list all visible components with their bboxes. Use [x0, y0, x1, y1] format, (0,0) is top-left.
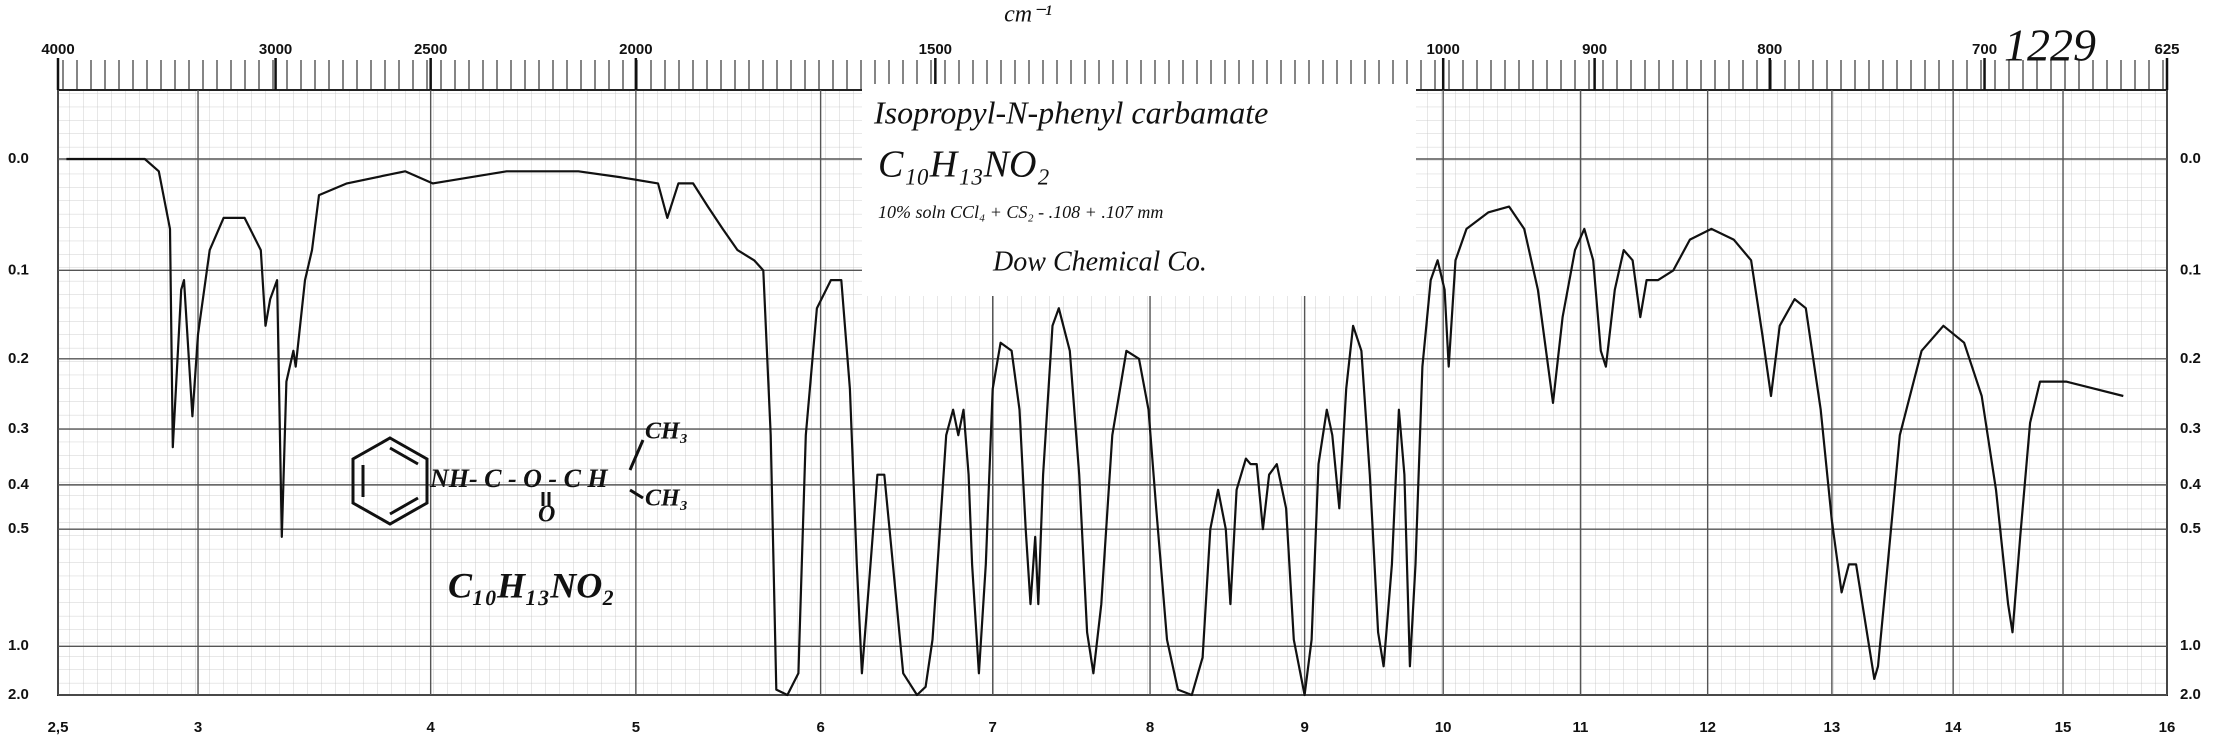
x-tick-label: 16 — [2159, 719, 2176, 736]
top-tick-label: 800 — [1757, 41, 1782, 58]
formula: C₁₀H₁₃NO₂ — [878, 144, 1050, 186]
y-tick-label-right: 0.3 — [2180, 420, 2201, 437]
top-tick-label: 625 — [2154, 41, 2179, 58]
trace — [66, 157, 2124, 697]
top-tick-label: 4000 — [41, 41, 74, 58]
structure-formula: C₁₀H₁₃NO₂ — [448, 565, 615, 605]
x-tick-label: 10 — [1435, 719, 1452, 736]
y-tick-label-right: 0.5 — [2180, 520, 2201, 537]
x-tick-label: 12 — [1699, 719, 1716, 736]
y-tick-label-right: 0.1 — [2180, 261, 2201, 278]
x-tick-label: 2,5 — [48, 719, 69, 736]
top-tick-label: 700 — [1972, 41, 1997, 58]
compound-name: Isopropyl-N-phenyl carbamate — [873, 94, 1268, 130]
x-tick-label: 3 — [194, 719, 202, 736]
x-tick-label: 11 — [1573, 719, 1589, 736]
carbonyl-bond — [541, 492, 551, 506]
x-tick-label: 7 — [989, 719, 997, 736]
grid — [56, 58, 2169, 696]
label-box — [862, 84, 1416, 296]
y-tick-label-right: 0.2 — [2180, 350, 2201, 367]
top-tick-label: 2000 — [619, 41, 652, 58]
sheet-number: 1229 — [2004, 20, 2096, 71]
x-tick-label: 4 — [426, 719, 435, 736]
x-tick-label: 6 — [816, 719, 824, 736]
y-tick-label: 0.0 — [8, 150, 29, 167]
methyl-bonds — [628, 439, 645, 500]
y-tick-label: 0.1 — [8, 261, 29, 278]
y-tick-label-right: 2.0 — [2180, 686, 2201, 703]
x-tick-label: 14 — [1945, 719, 1962, 736]
y-tick-label: 1.0 — [8, 637, 29, 654]
x-tick-label: 8 — [1146, 719, 1154, 736]
y-tick-label: 2.0 — [8, 686, 29, 703]
x-tick-label: 5 — [632, 719, 640, 736]
structure-methyl: CH₃ — [645, 419, 688, 445]
y-tick-label-right: 1.0 — [2180, 637, 2201, 654]
benzene-ring — [351, 436, 429, 526]
structure — [351, 436, 645, 526]
y-tick-label: 0.3 — [8, 420, 29, 437]
x-tick-label: 9 — [1300, 719, 1308, 736]
source: Dow Chemical Co. — [992, 246, 1207, 277]
x-tick-label: 13 — [1824, 719, 1841, 736]
top-axis-unit: cm⁻¹ — [1004, 2, 1052, 28]
top-tick-label: 1000 — [1427, 41, 1460, 58]
x-tick-label: 15 — [2055, 719, 2072, 736]
y-tick-label: 0.2 — [8, 350, 29, 367]
y-tick-label-right: 0.4 — [2180, 476, 2202, 493]
top-tick-label: 2500 — [414, 41, 447, 58]
structure-oxygen: O — [538, 502, 555, 528]
structure-methyl: CH₃ — [645, 486, 688, 512]
ring-bonds — [361, 446, 419, 516]
structure-chain: NH- C - O - C H — [429, 464, 608, 493]
top-tick-label: 900 — [1582, 41, 1607, 58]
top-tick-label: 3000 — [259, 41, 292, 58]
y-tick-label: 0.5 — [8, 520, 29, 537]
y-tick-label: 0.4 — [8, 476, 30, 493]
sample-note: 10% soln CCl₄ + CS₂ - .108 + .107 mm — [878, 202, 1163, 222]
y-tick-label-right: 0.0 — [2180, 150, 2201, 167]
top-tick-label: 1500 — [919, 41, 952, 58]
spectrum-line — [66, 157, 2124, 697]
